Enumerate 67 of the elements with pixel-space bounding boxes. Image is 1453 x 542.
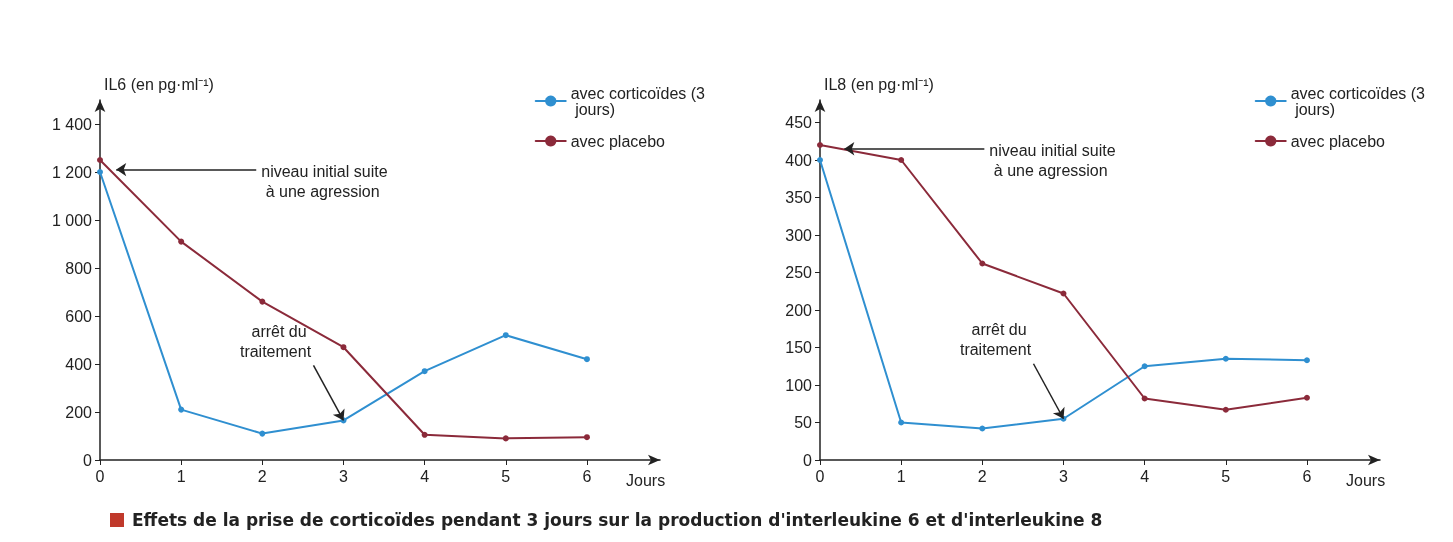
x-tick-label: 1 (896, 467, 906, 485)
y-axis-title: IL6 (en pg·ml⁻¹) (104, 75, 214, 93)
y-tick-label: 300 (785, 226, 813, 244)
x-tick-label: 3 (339, 467, 349, 485)
x-tick-label: 0 (815, 467, 825, 485)
x-tick-label: 2 (257, 467, 267, 485)
x-axis-title: Jours (1346, 471, 1386, 489)
y-tick-label: 400 (785, 151, 813, 169)
y-tick-label: 1 400 (51, 115, 93, 133)
y-tick-label: 0 (803, 451, 813, 469)
x-axis-title: Jours (626, 471, 666, 489)
y-tick-label: 450 (785, 114, 813, 131)
x-tick-label: 1 (176, 467, 186, 485)
y-axis-title: IL8 (en pg·ml⁻¹) (824, 75, 934, 93)
legend-label: avec corticoïdes (3 jours) (570, 84, 706, 118)
point (583, 434, 590, 441)
annotation: niveau initial suite à une agression (989, 142, 1116, 180)
point (502, 332, 509, 339)
point (259, 430, 266, 437)
point (583, 356, 590, 363)
y-tick-label: 200 (785, 301, 813, 319)
x-tick-label: 5 (501, 467, 511, 485)
point (421, 368, 428, 375)
x-tick-label: 4 (1140, 467, 1150, 485)
legend-label: avec placebo (1290, 132, 1386, 150)
y-tick-label: 800 (65, 259, 93, 277)
point (97, 157, 103, 163)
y-tick-label: 0 (83, 451, 93, 469)
x-tick-label: 0 (95, 467, 105, 485)
y-tick-label: 150 (785, 339, 813, 356)
point (421, 431, 428, 438)
annotation: niveau initial suite à une agression (261, 163, 388, 201)
y-tick-label: 250 (785, 264, 813, 281)
point (1141, 395, 1148, 402)
legend-label: avec corticoïdes (3 jours) (1290, 84, 1426, 118)
point (817, 142, 823, 148)
point (259, 298, 266, 305)
y-tick-label: 1 200 (51, 163, 93, 181)
text: Effets de la prise de corticoïdes pendant 3 jours sur la production d'interleukine 6 et d'interleukine 8 (132, 510, 1103, 530)
point (1222, 355, 1229, 362)
x-tick-label: 6 (1302, 467, 1312, 485)
x-tick-label: 6 (582, 467, 592, 485)
point (898, 157, 905, 163)
annotation: arrêt du traitement (239, 322, 312, 360)
annotation: arrêt du traitement (959, 320, 1032, 358)
x-tick-label: 2 (977, 467, 987, 485)
y-tick-label: 600 (65, 307, 93, 325)
point (1141, 363, 1148, 370)
y-tick-label: 100 (785, 376, 813, 394)
y-tick-label: 1 000 (51, 211, 93, 229)
point (502, 435, 509, 442)
point (178, 406, 185, 413)
x-tick-label: 4 (420, 467, 430, 485)
point (898, 419, 905, 426)
y-tick-label: 50 (794, 414, 813, 431)
y-tick-label: 350 (785, 189, 813, 206)
y-tick-label: 400 (65, 355, 93, 373)
point (1303, 357, 1310, 364)
legend-label: avec placebo (570, 132, 666, 150)
y-tick-label: 200 (65, 403, 93, 421)
point (1303, 394, 1310, 401)
point (340, 344, 347, 351)
point (1060, 290, 1067, 297)
point (1222, 406, 1229, 413)
x-tick-label: 5 (1221, 467, 1231, 485)
point (178, 238, 185, 245)
x-tick-label: 3 (1059, 467, 1069, 485)
